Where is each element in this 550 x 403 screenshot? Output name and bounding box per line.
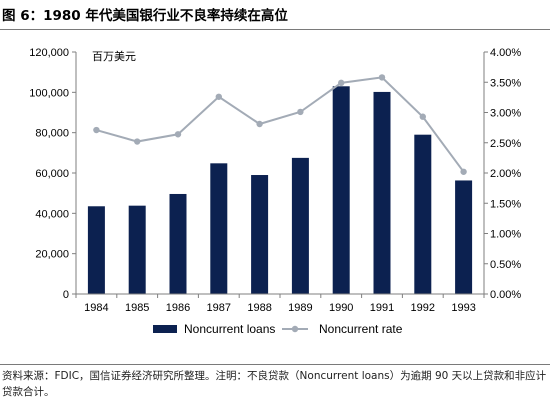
bar-1990 bbox=[332, 86, 350, 295]
x-tick-label: 1989 bbox=[288, 302, 312, 314]
bar-1988 bbox=[251, 175, 269, 294]
x-tick-label: 1984 bbox=[84, 302, 108, 314]
bar-1987 bbox=[210, 163, 228, 294]
left-axis-ticks: 0 20,000 40,000 60,000 80,000 100,000 120,000 bbox=[29, 47, 76, 301]
x-tick-label: 1988 bbox=[247, 302, 271, 314]
legend-label-rate: Noncurrent rate bbox=[319, 322, 403, 336]
source-note: 资料来源：FDIC，国信证券经济研究所整理。注明：不良贷款（Noncurrent… bbox=[2, 370, 547, 398]
right-axis-ticks: 0.00% 0.50% 1.00% 1.50% 2.00% 2.50% 3.00% 3.50%… bbox=[484, 47, 521, 301]
right-tick-label: 3.00% bbox=[490, 108, 521, 120]
x-tick-label: 1987 bbox=[207, 302, 231, 314]
title-rule bbox=[0, 29, 550, 30]
left-tick-label: 20,000 bbox=[35, 249, 69, 261]
left-tick-label: 80,000 bbox=[35, 128, 69, 140]
x-tick-label: 1990 bbox=[329, 302, 353, 314]
rate-point-1990 bbox=[338, 79, 345, 87]
rate-point-1986 bbox=[174, 131, 182, 138]
bar-1989 bbox=[291, 157, 309, 294]
right-tick-label: 1.00% bbox=[490, 229, 521, 241]
rate-point-1984 bbox=[93, 126, 100, 134]
source-rule bbox=[0, 364, 550, 365]
rate-point-1992 bbox=[419, 113, 426, 120]
unit-label: 百万美元 bbox=[92, 50, 136, 63]
left-tick-label: 120,000 bbox=[29, 47, 69, 59]
x-tick-label: 1993 bbox=[451, 302, 475, 314]
rate-line-path bbox=[96, 76, 465, 173]
right-tick-label: 0.00% bbox=[490, 289, 521, 301]
rate-point-1991 bbox=[378, 74, 386, 81]
x-tick-label: 1992 bbox=[411, 302, 435, 314]
legend-marker-rate bbox=[291, 325, 299, 333]
right-tick-label: 3.50% bbox=[490, 77, 521, 89]
chart: 百万美元 0 20,000 40,000 60,000 80,000 100,000 120… bbox=[29, 47, 521, 336]
rate-point-1987 bbox=[215, 93, 222, 100]
legend-swatch-loans bbox=[153, 325, 177, 333]
legend-label-loans: Noncurrent loans bbox=[184, 322, 275, 336]
left-tick-label: 40,000 bbox=[35, 208, 69, 220]
bar-1991 bbox=[373, 91, 391, 295]
left-tick-label: 100,000 bbox=[29, 87, 69, 99]
bar-1985 bbox=[128, 205, 146, 294]
legend: Noncurrent loans Noncurrent rate bbox=[153, 322, 403, 336]
rate-line bbox=[93, 74, 467, 175]
right-tick-label: 2.00% bbox=[490, 168, 521, 180]
rate-point-1988 bbox=[256, 120, 263, 128]
right-tick-label: 0.50% bbox=[490, 259, 521, 271]
bar-1986 bbox=[169, 193, 187, 294]
right-tick-label: 2.50% bbox=[490, 138, 521, 150]
right-tick-label: 1.50% bbox=[490, 198, 521, 210]
left-tick-label: 0 bbox=[63, 289, 69, 301]
x-tick-label: 1991 bbox=[370, 302, 394, 314]
bars bbox=[87, 86, 473, 295]
bar-1993 bbox=[455, 180, 473, 294]
figure-title: 图 6：1980 年代美国银行业不良率持续在高位 bbox=[2, 8, 288, 24]
right-tick-label: 4.00% bbox=[490, 47, 521, 59]
x-axis-labels: 1984 1985 1986 1987 1988 1989 1990 1991 1992 1993 bbox=[75, 294, 485, 314]
left-tick-label: 60,000 bbox=[35, 168, 69, 180]
bar-1984 bbox=[87, 206, 105, 294]
rate-point-1993 bbox=[460, 168, 467, 175]
x-tick-label: 1985 bbox=[125, 302, 149, 314]
bar-1992 bbox=[414, 134, 432, 294]
rate-point-1985 bbox=[134, 138, 141, 145]
rate-point-1989 bbox=[297, 108, 304, 116]
x-tick-label: 1986 bbox=[166, 302, 190, 314]
